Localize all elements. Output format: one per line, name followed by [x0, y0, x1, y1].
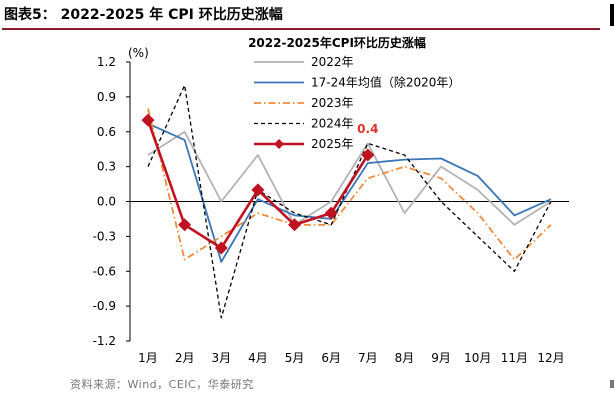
x-tick-label: 12月 [537, 351, 564, 365]
y-tick-label: 0.0 [97, 195, 116, 209]
x-tick-label: 2月 [175, 351, 195, 365]
series-marker-2025 [288, 218, 302, 232]
title-rule [2, 28, 600, 30]
figure-title: 图表5： 2022-2025 年 CPI 环比历史涨幅 [4, 7, 283, 23]
x-tick-label: 5月 [285, 351, 305, 365]
legend-label-0: 2022年 [311, 55, 354, 69]
series-marker-2025 [178, 218, 192, 232]
x-tick-label: 11月 [501, 351, 528, 365]
x-tick-label: 1月 [138, 351, 158, 365]
y-tick-label: -0.3 [93, 229, 116, 243]
data-label-2025-jul: 0.4 [357, 122, 378, 136]
x-tick-label: 8月 [395, 351, 415, 365]
chart-title: 2022-2025年CPI环比历史涨幅 [248, 35, 426, 50]
x-tick-label: 4月 [248, 351, 268, 365]
series-marker-2025 [361, 148, 375, 162]
x-tick-label: 6月 [321, 351, 341, 365]
page-edge-mark [610, 4, 614, 26]
page-edge-mark-lower [610, 380, 614, 388]
y-tick-label: -0.6 [93, 264, 116, 278]
series-marker-2025 [251, 183, 265, 197]
legend-marker-2025 [274, 139, 284, 149]
series-line-1 [147, 122, 552, 263]
legend-label-1: 17-24年均值（除2020年） [311, 75, 460, 90]
y-tick-label: 1.2 [97, 55, 116, 69]
y-tick-label: -1.2 [93, 334, 116, 348]
x-tick-label: 9月 [431, 351, 451, 365]
legend-label-3: 2024年 [311, 117, 354, 131]
series-line-0 [147, 130, 552, 226]
x-tick-label: 7月 [358, 351, 378, 365]
x-tick-label: 3月 [211, 351, 231, 365]
x-tick-label: 10月 [464, 351, 491, 365]
y-tick-label: 0.6 [97, 125, 116, 139]
cpi-line-chart: 2022-2025年CPI环比历史涨幅 (%) 1.2 0.9 0.6 0.3 0.0 -0.… [93, 35, 569, 365]
y-tick-label: 0.3 [97, 160, 116, 174]
y-axis-unit: (%) [128, 46, 149, 60]
y-tick-label: -0.9 [93, 299, 116, 313]
y-tick-label: 0.9 [97, 90, 116, 104]
page-edge [606, 0, 616, 402]
series-line-2 [147, 108, 552, 261]
legend-label-4: 2025年 [311, 137, 354, 151]
series-marker-2025 [141, 113, 155, 127]
series-marker-2025 [214, 241, 228, 255]
source-note: 资料来源：Wind，CEIC，华泰研究 [70, 378, 254, 391]
legend-label-2: 2023年 [311, 96, 354, 110]
series-marker-2025 [324, 206, 338, 220]
